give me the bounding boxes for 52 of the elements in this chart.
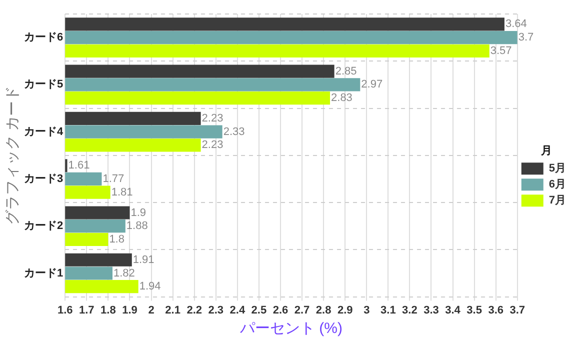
x-tick-label: 2.2 [186,304,202,316]
legend-title: 月 [540,144,552,157]
y-tick-label: カード6 [24,32,64,44]
x-tick-label: 1.9 [122,304,138,316]
data-label: 2.83 [331,92,352,104]
x-tick-label: 2.4 [230,304,246,316]
x-tick-label: 2.3 [208,304,224,316]
y-tick-label: カード1 [24,267,64,280]
data-label: 2.23 [202,112,224,125]
data-label: 1.94 [139,280,161,293]
y-tick-label: カード5 [24,78,64,91]
x-tick-label: 2.7 [294,304,310,316]
data-label: 1.77 [102,173,124,185]
data-label: 2.33 [223,126,245,138]
data-label: 3.7 [518,32,534,44]
x-tick-label: 2.8 [316,304,332,316]
x-tick-label: 1.6 [57,304,73,316]
data-label: 2.23 [202,139,224,152]
x-tick-label: 3.5 [466,304,482,316]
x-tick-label: 3.7 [510,304,526,316]
data-label: 1.9 [130,206,146,219]
data-label: 2.97 [361,78,383,91]
data-label: 1.82 [114,267,135,280]
y-tick-label: カード2 [24,220,64,232]
data-label: 3.64 [505,18,527,30]
x-tick-label: 2.5 [251,304,267,316]
data-label: 1.8 [109,233,124,246]
x-tick-label: 2.9 [337,304,353,316]
x-tick-label: 3.4 [445,304,462,316]
x-tick-label: 2 [148,304,154,316]
legend-label: 7月 [548,194,566,207]
data-label: 3.57 [490,44,512,57]
x-tick-label: 3.1 [380,304,396,316]
x-tick-label: 2.1 [165,304,180,316]
data-label: 1.61 [68,160,90,172]
x-axis-title: パーセント (%) [239,320,342,338]
data-label: 1.91 [132,254,154,266]
y-axis-title: グラフィック カード [4,86,22,225]
legend-label: 6月 [548,178,566,191]
data-label: 1.81 [111,186,133,198]
x-tick-label: 3.2 [402,304,418,316]
data-label: 2.85 [335,65,357,78]
data-label: 1.88 [126,220,148,232]
y-tick-label: カード4 [24,126,64,138]
y-tick-label: カード3 [24,173,64,185]
x-tick-label: 1.7 [79,304,94,316]
x-tick-label: 1.8 [100,304,116,316]
legend-label: 5月 [548,162,566,175]
x-tick-label: 3.6 [488,304,504,316]
x-tick-label: 2.6 [272,304,288,316]
x-tick-label: 3 [364,304,370,316]
x-tick-label: 3.3 [424,304,439,316]
